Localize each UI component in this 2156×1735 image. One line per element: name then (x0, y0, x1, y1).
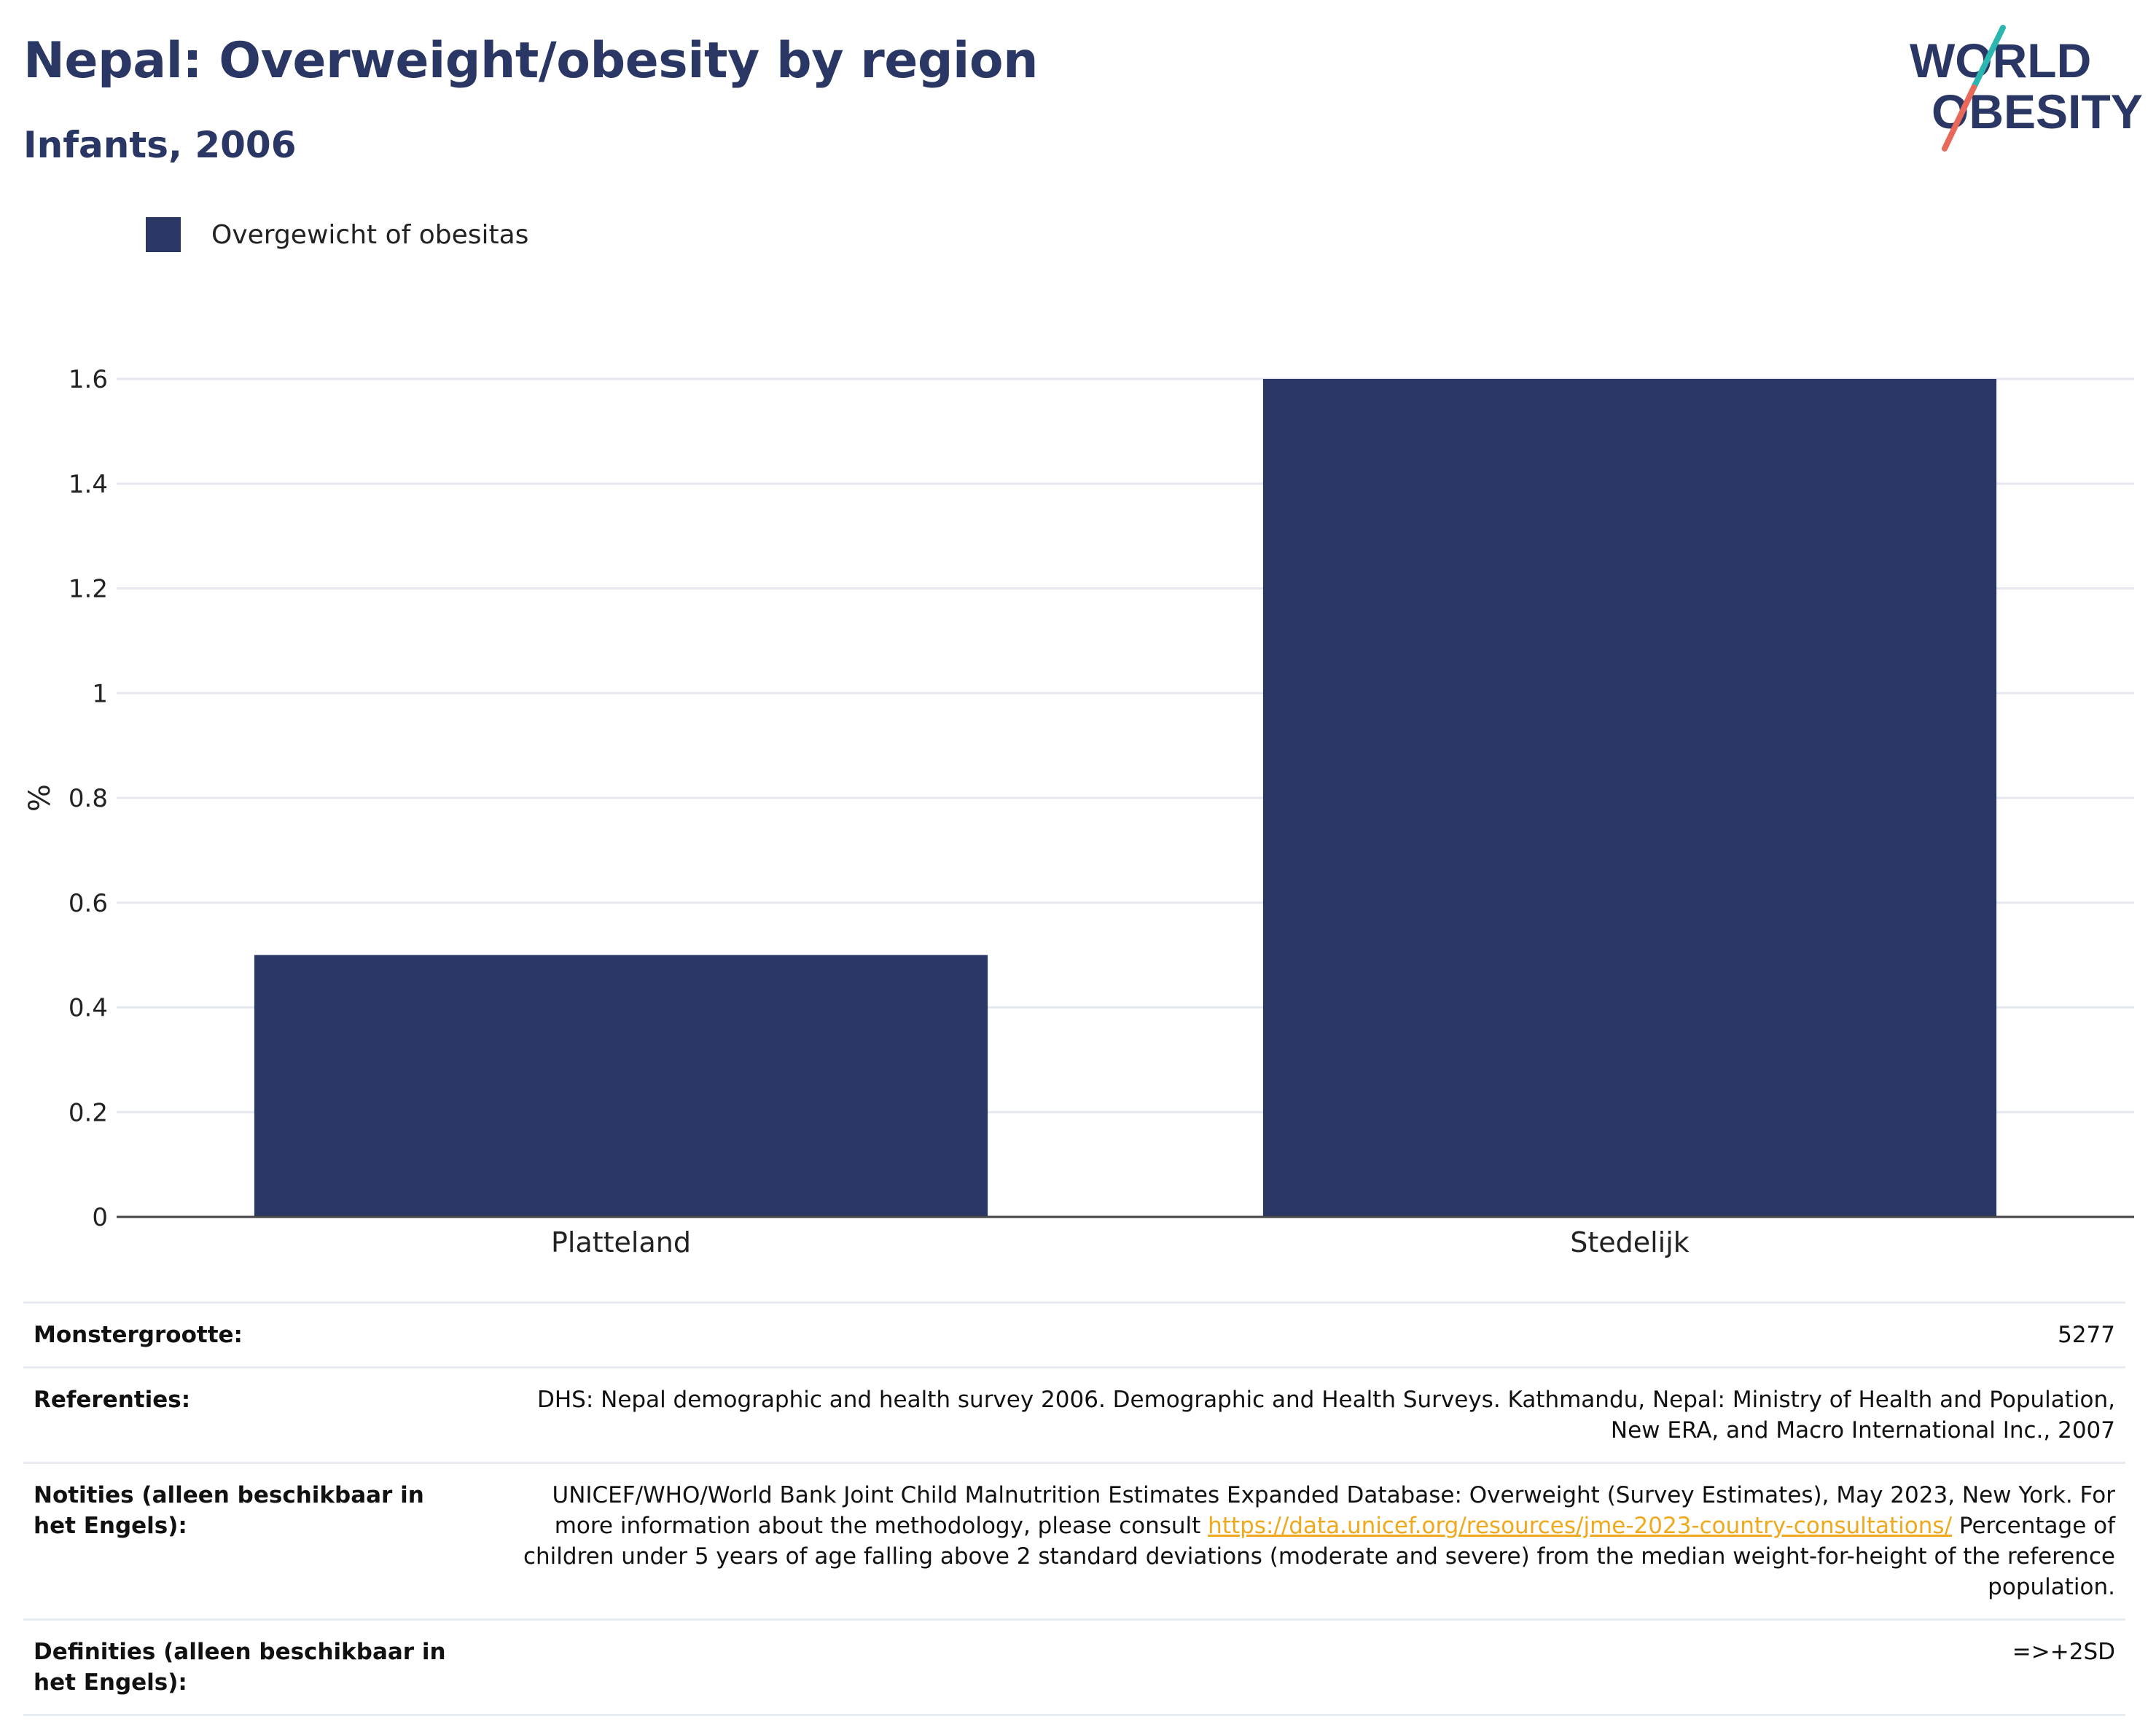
notes-value: UNICEF/WHO/World Bank Joint Child Malnut… (481, 1462, 2125, 1621)
logo-slash-teal (1971, 25, 2006, 90)
sample-size-label: Monstergrootte: (23, 1301, 481, 1368)
bar-chart: 0 0.2 0.4 0.6 0.8 1 1.2 1.4 1.6% Platteland Stedel… (23, 365, 2134, 1258)
y-tick-label: 0.6 (69, 889, 108, 918)
bar-stedelijk[interactable] (1262, 379, 1997, 1217)
references-row: Referenties: DHS: Nepal demographic and … (23, 1366, 2125, 1464)
y-tick-label: 1.4 (69, 470, 108, 499)
notes-row: Notities (alleen beschikbaar in het Enge… (23, 1462, 2125, 1621)
y-tick-label: 0 (92, 1203, 108, 1232)
notes-text-2: Percentage of children under 5 years of … (523, 1513, 2115, 1600)
y-axis-label: % (23, 784, 57, 812)
logo-slash-red (1942, 85, 1977, 152)
chart-subtitle: Infants, 2006 (23, 124, 297, 166)
legend-swatch (146, 217, 181, 252)
notes-label: Notities (alleen beschikbaar in het Enge… (23, 1462, 481, 1621)
x-tick-label: Platteland (551, 1226, 691, 1258)
y-tick-label: 1.2 (69, 575, 108, 604)
y-tick-label: 0.2 (69, 1098, 108, 1127)
bar-platteland[interactable] (254, 955, 988, 1217)
chart-title: Nepal: Overweight/obesity by region (23, 32, 1038, 90)
legend-label: Overgewicht of obesitas (211, 219, 529, 250)
definitions-label: Definities (alleen beschikbaar in het En… (23, 1618, 481, 1716)
y-tick-label: 1 (92, 679, 108, 708)
y-tick-label: 0.4 (69, 994, 108, 1023)
logo-line2: OBESITY (1932, 85, 2143, 138)
definitions-row: Definities (alleen beschikbaar in het En… (23, 1618, 2125, 1716)
notes-text-1: UNICEF/WHO/World Bank Joint Child Malnut… (552, 1482, 2116, 1539)
methodology-link[interactable]: https://data.unicef.org/resources/jme-20… (1208, 1513, 1953, 1539)
definitions-value: =>+2SD (481, 1618, 2125, 1716)
x-tick-label: Stedelijk (1570, 1226, 1690, 1258)
logo-line1: WORLD (1910, 34, 2091, 87)
sample-size-value: 5277 (481, 1301, 2125, 1368)
references-label: Referenties: (23, 1366, 481, 1464)
world-obesity-logo[interactable]: WORLD OBESITY (1895, 20, 2143, 152)
y-tick-label: 1.6 (69, 365, 108, 394)
y-tick-label: 0.8 (69, 784, 108, 813)
references-value: DHS: Nepal demographic and health survey… (481, 1366, 2125, 1464)
chart-legend[interactable]: Overgewicht of obesitas (146, 217, 528, 252)
info-table: Monstergrootte: 5277 Referenties: DHS: N… (23, 1301, 2125, 1716)
sample-size-row: Monstergrootte: 5277 (23, 1301, 2125, 1368)
